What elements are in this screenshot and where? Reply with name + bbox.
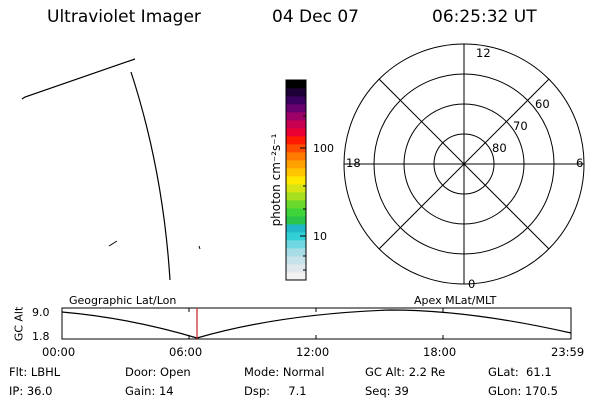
timeline-xtick-1200: 12:00: [296, 345, 330, 359]
timeline-right-caption: Apex MLat/MLT: [414, 294, 497, 307]
gain-status: Gain: 14: [125, 384, 174, 398]
colorbar-segment: [286, 144, 306, 153]
colorbar-segment: [286, 120, 306, 129]
colorbar-segment: [286, 264, 306, 273]
colorbar-segment: [286, 216, 306, 225]
colorbar-segment: [286, 88, 306, 97]
gc-alt-status: GC Alt: 2.2 Re: [365, 365, 446, 379]
dsp-status: Dsp: 7.1: [244, 384, 307, 398]
colorbar-segment: [286, 160, 306, 169]
colorbar-segment: [286, 224, 306, 233]
colorbar-segment: [286, 80, 306, 89]
colorbar-segment: [286, 200, 306, 209]
colorbar-segment: [286, 248, 306, 257]
colorbar-segment: [286, 272, 306, 281]
lat-label-70: 70: [513, 119, 528, 133]
timeline-xtick-0600: 06:00: [169, 345, 203, 359]
timeline-ytick-9: 9.0: [32, 306, 50, 319]
colorbar-segment: [286, 152, 306, 161]
lat-label-80: 80: [492, 141, 507, 155]
colorbar-segment: [286, 208, 306, 217]
time-label: 06:25:32 UT: [432, 7, 537, 27]
colorbar-segment: [286, 112, 306, 121]
door-status: Door: Open: [125, 365, 191, 379]
colorbar-segment: [286, 192, 306, 201]
colorbar-segment: [286, 168, 306, 177]
timeline-xtick-0000: 00:00: [42, 345, 76, 359]
colorbar-segment: [286, 240, 306, 249]
colorbar-tick-10: 10: [313, 230, 327, 243]
flt-status: Flt: LBHL: [9, 365, 61, 379]
timeline-ytick-1: 1.8: [32, 330, 50, 343]
colorbar-segment: [286, 256, 306, 265]
seq-status: Seq: 39: [365, 384, 409, 398]
colorbar-segment: [286, 104, 306, 113]
timeline-xtick-2359: 23:59: [551, 345, 585, 359]
colorbar-segment: [286, 184, 306, 193]
ip-status: IP: 36.0: [9, 384, 53, 398]
mlt-label-6: 6: [576, 156, 584, 170]
mlt-label-18: 18: [346, 156, 361, 170]
colorbar-segment: [286, 136, 306, 145]
date-label: 04 Dec 07: [272, 7, 359, 27]
mode-status: Mode: Normal: [244, 365, 325, 379]
colorbar-frame: [285, 79, 307, 281]
mlt-label-0: 0: [468, 277, 476, 291]
timeline-left-caption: Geographic Lat/Lon: [69, 294, 177, 307]
timeline-xtick-1800: 18:00: [423, 345, 457, 359]
colorbar-segment: [286, 232, 306, 241]
colorbar-segment: [286, 96, 306, 105]
glat-status: GLat: 61.1: [488, 365, 552, 379]
glon-status: GLon: 170.5: [488, 384, 558, 398]
colorbar-segment: [286, 176, 306, 185]
colorbar-tick-100: 100: [313, 142, 334, 155]
colorbar-segment: [286, 128, 306, 137]
mlt-label-12: 12: [476, 46, 491, 60]
lat-label-60: 60: [535, 97, 550, 111]
instrument-title: Ultraviolet Imager: [47, 7, 201, 27]
